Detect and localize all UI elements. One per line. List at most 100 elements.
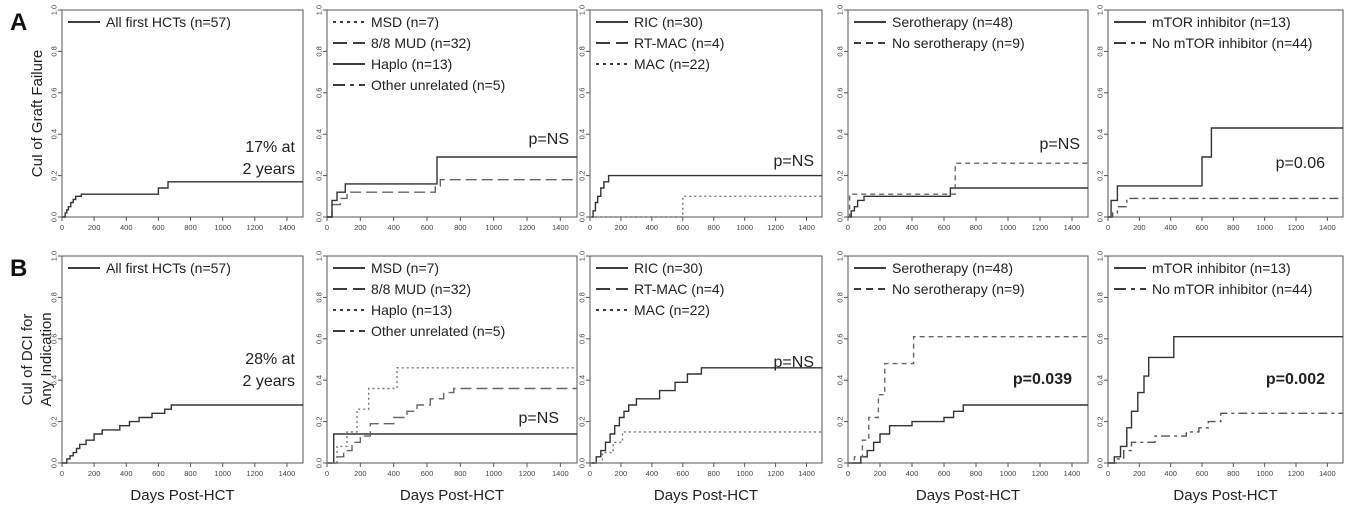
legend-label: No serotherapy (n=9) xyxy=(892,281,1025,297)
y-tick-label: 1.0 xyxy=(578,5,587,15)
x-tick-label: 1400 xyxy=(1064,469,1081,478)
x-tick-label: 1000 xyxy=(214,223,231,232)
x-tick-label: 200 xyxy=(354,223,367,232)
plot-frame xyxy=(1107,9,1344,218)
x-tick-label: 1400 xyxy=(279,223,296,232)
y-tick-label: 0.0 xyxy=(578,212,587,222)
plot-frame xyxy=(589,255,823,464)
annotation-text: 17% at xyxy=(245,139,295,156)
legend-label: All first HCTs (n=57) xyxy=(106,14,231,30)
series-line-0 xyxy=(327,433,577,464)
x-tick-label: 0 xyxy=(846,469,850,478)
series-line-2 xyxy=(590,195,822,218)
x-tick-label: 400 xyxy=(120,469,133,478)
x-tick-label: 0 xyxy=(60,223,64,232)
legend: All first HCTs (n=57) xyxy=(68,260,231,276)
legend: mTOR inhibitor (n=13) No mTOR inhibitor (… xyxy=(1114,14,1312,51)
plot-frame xyxy=(589,9,823,218)
y-tick-label: 0.6 xyxy=(578,88,587,98)
x-tick-label: 400 xyxy=(1164,469,1177,478)
y-tick-label: 0.0 xyxy=(836,212,845,222)
legend: mTOR inhibitor (n=13) No mTOR inhibitor (… xyxy=(1114,260,1312,297)
series-line-0 xyxy=(848,404,1088,464)
series-line-1 xyxy=(327,179,577,218)
y-tick-label: 0.6 xyxy=(50,88,59,98)
y-tick-label: 0.8 xyxy=(836,46,845,56)
x-tick-label: 400 xyxy=(387,223,400,232)
y-tick-label: 0.4 xyxy=(1096,375,1105,385)
y-tick-label: 0.0 xyxy=(1096,212,1105,222)
row-1-ylabel-line-0: CuI of DCI for xyxy=(19,314,36,406)
series-line-1 xyxy=(1108,412,1343,464)
x-tick-label: 1400 xyxy=(798,469,815,478)
y-tick-label: 1.0 xyxy=(1096,5,1105,15)
x-tick-label: 600 xyxy=(421,223,434,232)
series-line-0 xyxy=(590,174,822,218)
x-tick-label: 600 xyxy=(1196,469,1209,478)
y-tick-label: 0.6 xyxy=(836,334,845,344)
row-label-b: B xyxy=(10,255,27,282)
legend-label: mTOR inhibitor (n=13) xyxy=(1152,260,1291,276)
x-tick-label: 1200 xyxy=(1032,469,1049,478)
annotation-text: p=0.06 xyxy=(1276,155,1325,172)
x-tick-label: 0 xyxy=(588,223,592,232)
y-tick-label: 1.0 xyxy=(50,5,59,15)
y-tick-label: 0.8 xyxy=(836,292,845,302)
legend: MSD (n=7) 8/8 MUD (n=32) Haplo (n=13) Other… xyxy=(333,14,505,93)
x-tick-label: 1200 xyxy=(767,223,784,232)
annotation-text: p=NS xyxy=(774,153,814,170)
series-line-1 xyxy=(848,162,1088,218)
x-tick-label: 800 xyxy=(970,223,983,232)
row-0-ylabel-line-0: CuI of Graft Failure xyxy=(29,50,46,178)
y-tick-label: 0.0 xyxy=(578,458,587,468)
y-tick-label: 0.6 xyxy=(578,334,587,344)
x-tick-label: 1000 xyxy=(1256,469,1273,478)
x-tick-label: 600 xyxy=(677,223,690,232)
legend-label: MAC (n=22) xyxy=(634,56,710,72)
plot-frame xyxy=(847,255,1089,464)
x-tick-label: 1000 xyxy=(485,223,502,232)
legend-label: Other unrelated (n=5) xyxy=(371,323,505,339)
y-tick-label: 1.0 xyxy=(578,251,587,261)
panel-b-2: 0 200 400 600 800 1000 1200 1400 0.0 0.2 0.4 0.6 0.8… xyxy=(315,251,578,478)
legend-label: MSD (n=7) xyxy=(371,260,439,276)
y-tick-label: 0.2 xyxy=(50,416,59,426)
y-tick-label: 0.2 xyxy=(315,416,324,426)
legend-label: Other unrelated (n=5) xyxy=(371,77,505,93)
y-tick-label: 0.0 xyxy=(50,212,59,222)
series-line-1 xyxy=(1108,197,1343,218)
panel-b-5: 0 200 400 600 800 1000 1200 1400 0.0 0.2 0.4 0.6 0.8… xyxy=(1096,251,1344,478)
x-tick-label: 800 xyxy=(970,469,983,478)
panel-a-5: 0 200 400 600 800 1000 1200 1400 0.0 0.2 0.4 0.6 0.8… xyxy=(1096,5,1344,232)
y-tick-label: 0.8 xyxy=(315,292,324,302)
y-tick-label: 0.8 xyxy=(1096,292,1105,302)
x-tick-label: 0 xyxy=(588,469,592,478)
x-tick-label: 1200 xyxy=(246,469,263,478)
x-tick-label: 1000 xyxy=(736,469,753,478)
x-tick-label: 1200 xyxy=(1032,223,1049,232)
y-tick-label: 0.8 xyxy=(315,46,324,56)
row-label-a: A xyxy=(10,9,27,36)
plot-frame xyxy=(847,9,1089,218)
x-tick-label: 0 xyxy=(60,469,64,478)
legend: All first HCTs (n=57) xyxy=(68,14,231,30)
x-tick-label: 800 xyxy=(1227,469,1240,478)
x-tick-label: 200 xyxy=(874,469,887,478)
panel-a-1: 0 200 400 600 800 1000 1200 1400 0.0 0.2 0.4 0.6 0.8… xyxy=(50,5,304,232)
x-tick-label: 1000 xyxy=(1256,223,1273,232)
x-tick-label: 600 xyxy=(1196,223,1209,232)
y-tick-label: 0.2 xyxy=(578,170,587,180)
annotation-text: p=0.002 xyxy=(1266,371,1325,388)
x-tick-label: 600 xyxy=(677,469,690,478)
panel-a-4: 0 200 400 600 800 1000 1200 1400 0.0 0.2 0.4 0.6 0.8… xyxy=(836,5,1089,232)
x-tick-label: 800 xyxy=(454,469,467,478)
y-tick-label: 0.8 xyxy=(50,292,59,302)
legend-label: No mTOR inhibitor (n=44) xyxy=(1152,35,1312,51)
annotation-text: 2 years xyxy=(243,373,295,390)
legend-label: mTOR inhibitor (n=13) xyxy=(1152,14,1291,30)
series-line-0 xyxy=(1108,336,1343,464)
annotation-text: p=NS xyxy=(519,410,559,427)
y-tick-label: 0.2 xyxy=(1096,170,1105,180)
series-line-0 xyxy=(62,181,303,218)
x-tick-label: 200 xyxy=(874,223,887,232)
